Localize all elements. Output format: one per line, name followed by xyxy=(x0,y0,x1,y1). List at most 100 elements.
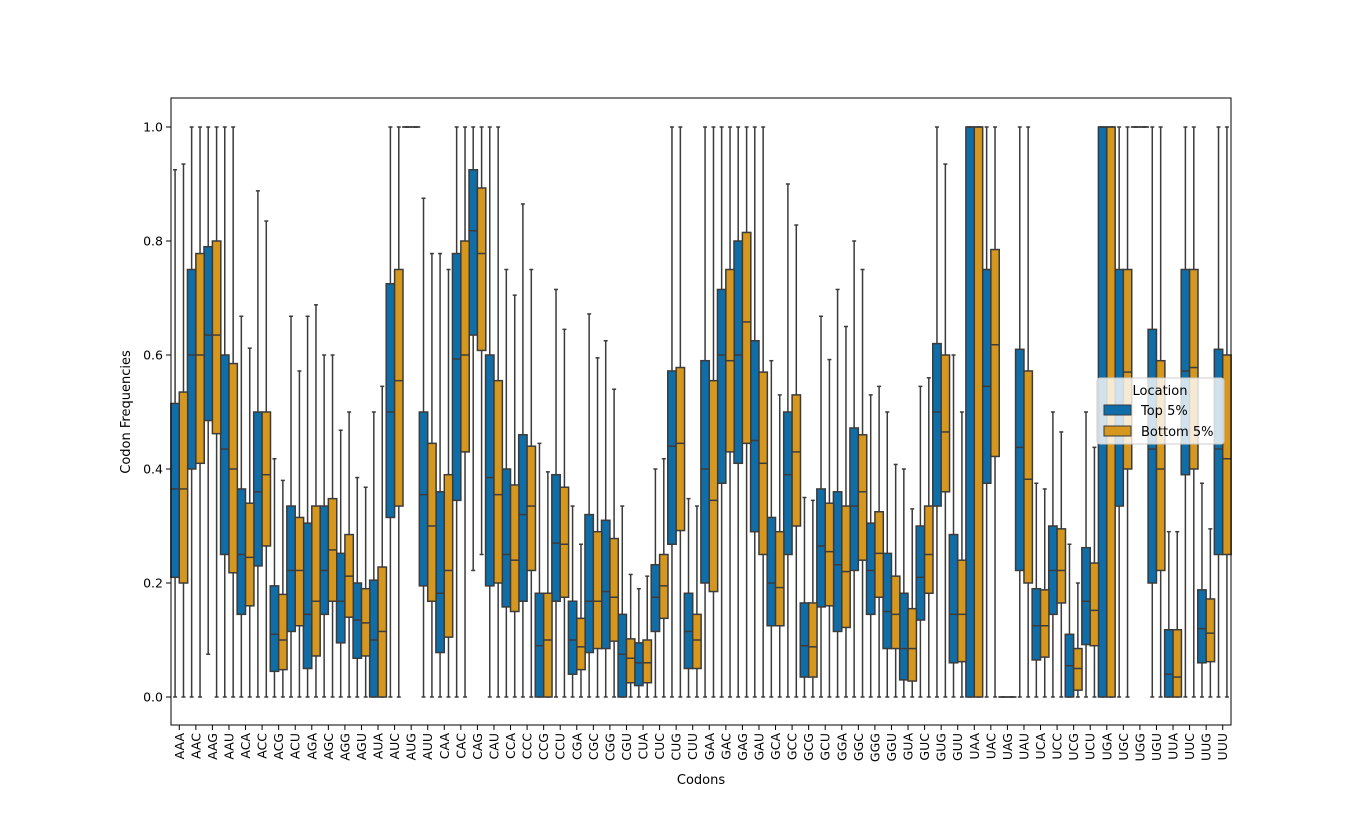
box-iqr xyxy=(642,639,653,684)
box-AAU-bottom xyxy=(228,126,239,698)
box-GUG-bottom xyxy=(940,163,951,698)
x-axis-label: Codons xyxy=(677,773,725,788)
x-tick-label: AAG xyxy=(205,733,220,760)
box-iqr xyxy=(418,411,429,587)
box-GGC-bottom xyxy=(857,268,868,698)
x-tick-label: UUG xyxy=(1199,733,1214,761)
box-CUG-top xyxy=(667,126,677,698)
legend: Location Top 5% Bottom 5% xyxy=(1096,377,1225,445)
box-GGG-top xyxy=(865,394,876,698)
box-UAC-bottom xyxy=(990,126,1000,698)
x-tick-label: ACC xyxy=(255,733,270,759)
y-tick-label: 0.4 xyxy=(143,462,163,477)
box-GGC-top xyxy=(849,240,860,698)
box-CGG-bottom xyxy=(609,388,620,698)
box-iqr xyxy=(1031,587,1042,661)
x-tick-label: UGG xyxy=(1132,733,1147,762)
box-iqr xyxy=(228,362,239,574)
box-iqr xyxy=(468,169,479,336)
box-CAU-bottom xyxy=(493,126,504,698)
box-GUU-bottom xyxy=(956,411,967,698)
x-tick-label: UCG xyxy=(1066,733,1081,761)
x-tick-label: GAA xyxy=(702,733,717,761)
box-iqr xyxy=(236,488,247,616)
box-iqr xyxy=(484,354,495,587)
box-UCG-top xyxy=(1064,543,1075,698)
box-iqr xyxy=(277,593,288,671)
box-UAA-top xyxy=(965,126,976,698)
box-iqr xyxy=(460,240,470,453)
box-iqr xyxy=(716,288,727,485)
box-AUC-top xyxy=(385,126,396,698)
box-iqr xyxy=(667,370,677,545)
box-AUA-bottom xyxy=(377,385,388,698)
box-AAG-top xyxy=(203,126,214,655)
box-CGU-bottom xyxy=(625,573,636,698)
box-CCA-bottom xyxy=(509,294,520,698)
box-iqr xyxy=(865,522,876,616)
box-iqr xyxy=(609,537,620,642)
box-iqr xyxy=(203,245,214,422)
box-iqr xyxy=(335,552,346,644)
box-UCA-bottom xyxy=(1039,488,1050,698)
box-UCU-top xyxy=(1081,411,1091,698)
y-tick-label: 0.2 xyxy=(143,576,163,591)
x-tick-label: UGC xyxy=(1116,733,1131,761)
x-tick-label: GUG xyxy=(934,733,949,762)
box-ACC-bottom xyxy=(261,220,272,698)
x-axis: AAA AAC AAG AAU ACA ACC ACG ACU AGA AGC AGG AGU AUA A… xyxy=(172,725,1230,762)
box-iqr xyxy=(426,442,437,602)
box-iqr xyxy=(981,268,992,484)
box-iqr xyxy=(509,484,520,613)
box-iqr xyxy=(195,252,205,465)
box-iqr xyxy=(857,434,868,561)
box-GCA-top xyxy=(766,359,777,698)
box-GCA-bottom xyxy=(774,394,785,698)
y-tick-label: 0.6 xyxy=(143,348,163,363)
box-GGU-top xyxy=(882,411,893,698)
box-iqr xyxy=(774,530,785,627)
box-CCC-top xyxy=(517,203,528,698)
box-iqr xyxy=(965,126,976,698)
x-tick-label: ACU xyxy=(288,733,303,759)
box-AAC-top xyxy=(186,126,197,698)
box-iqr xyxy=(1188,268,1199,470)
box-iqr xyxy=(576,617,586,671)
box-AUA-top xyxy=(368,411,379,698)
box-GUU-top xyxy=(948,354,959,698)
box-CGC-bottom xyxy=(592,357,603,698)
box-iqr xyxy=(219,354,230,556)
box-iqr xyxy=(733,240,744,465)
x-tick-label: CCC xyxy=(520,733,535,759)
box-ACA-top xyxy=(236,315,247,698)
box-iqr xyxy=(170,402,181,579)
box-iqr xyxy=(890,575,901,650)
x-tick-label: AGG xyxy=(337,733,352,761)
plot-area xyxy=(170,126,1232,698)
legend-swatch-bottom xyxy=(1103,425,1132,437)
box-AGU-bottom xyxy=(360,486,371,698)
box-iqr xyxy=(559,486,570,598)
box-iqr xyxy=(675,366,686,532)
box-iqr xyxy=(551,473,561,602)
box-iqr xyxy=(923,505,934,595)
box-iqr xyxy=(1172,628,1183,698)
y-tick-label: 1.0 xyxy=(143,120,163,135)
x-tick-label: GAG xyxy=(735,733,750,761)
box-iqr xyxy=(782,411,793,556)
box-GAG-top xyxy=(733,126,744,698)
box-iqr xyxy=(393,268,404,507)
box-iqr xyxy=(1014,348,1025,572)
box-iqr xyxy=(244,502,255,607)
box-GCC-bottom xyxy=(791,224,802,698)
box-CGA-bottom xyxy=(576,543,586,698)
x-tick-label: AUC xyxy=(387,733,402,760)
plot-frame xyxy=(170,97,1232,726)
box-UCA-top xyxy=(1031,482,1042,698)
x-tick-label: UUU xyxy=(1215,733,1230,760)
box-iqr xyxy=(708,379,719,593)
box-CAC-bottom xyxy=(460,126,470,698)
y-axis-label: Codon Frequencies xyxy=(119,350,134,474)
box-CCU-top xyxy=(551,288,561,698)
x-tick-label: UAG xyxy=(1000,733,1015,760)
